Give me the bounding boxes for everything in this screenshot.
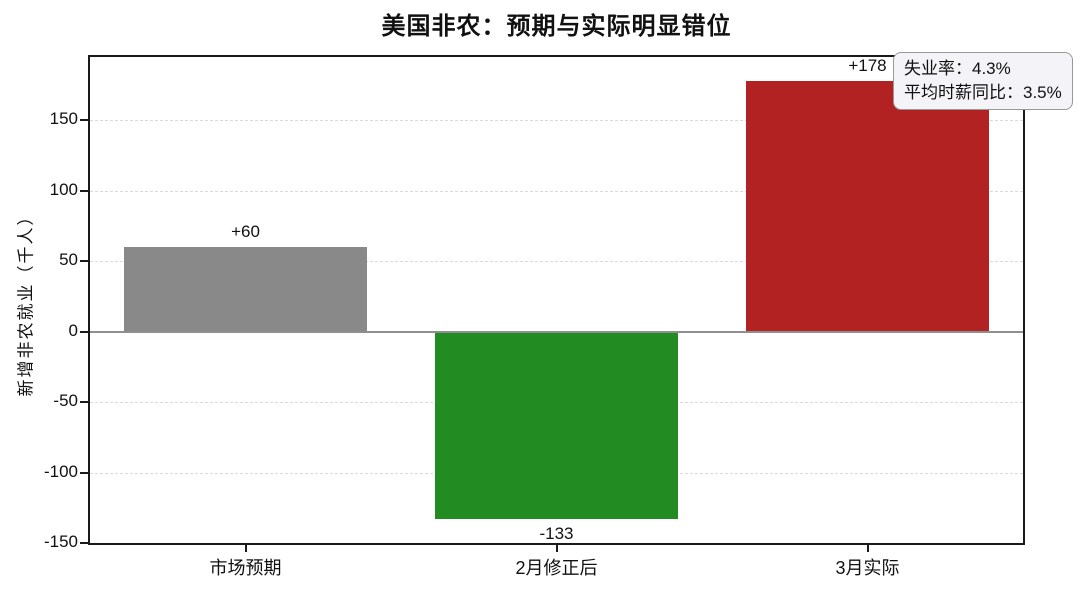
chart-bar [746, 80, 989, 332]
y-tick-mark [80, 542, 88, 544]
x-tick-mark [555, 545, 558, 552]
x-tick-label-1: 2月修正后 [515, 558, 598, 578]
gridline [90, 261, 1023, 263]
annotation-box: 失业率：4.3% 平均时薪同比：3.5% [893, 52, 1073, 110]
y-tick-mark [80, 401, 88, 404]
gridline [90, 120, 1023, 122]
x-tick-label-2: 3月实际 [835, 558, 900, 578]
x-tick-label-0: 市场预期 [209, 558, 282, 578]
x-tick-mark [244, 545, 247, 552]
y-tick-label: 0 [68, 320, 78, 340]
y-tick-mark [80, 330, 88, 333]
y-tick-mark [80, 260, 88, 263]
chart-bar [124, 247, 367, 332]
y-tick-label: 50 [59, 250, 78, 270]
zero-line [90, 330, 1023, 333]
x-tick-mark [866, 545, 869, 552]
y-tick-label: 150 [49, 109, 78, 129]
y-tick-mark [80, 189, 88, 192]
y-tick-label: 100 [49, 179, 78, 199]
chart-bar [435, 331, 678, 520]
bar-value-label: +60 [231, 222, 260, 242]
plot-area: +60 -133 +178 [88, 55, 1025, 545]
chart-title: 美国非农：预期与实际明显错位 [381, 13, 732, 40]
annotation-line-unemployment: 失业率：4.3% [904, 59, 1011, 78]
y-axis-label: 新增非农就业（千人） [16, 206, 36, 397]
y-tick-label: -100 [43, 461, 78, 481]
bar-value-label: +178 [848, 55, 887, 75]
y-tick-label: -150 [43, 532, 78, 551]
bar-value-label: -133 [539, 524, 574, 544]
y-tick-mark [80, 119, 88, 122]
gridline [90, 190, 1023, 192]
y-tick-mark [80, 471, 88, 474]
y-tick-label: -50 [53, 391, 78, 411]
annotation-line-wage: 平均时薪同比：3.5% [904, 83, 1062, 102]
